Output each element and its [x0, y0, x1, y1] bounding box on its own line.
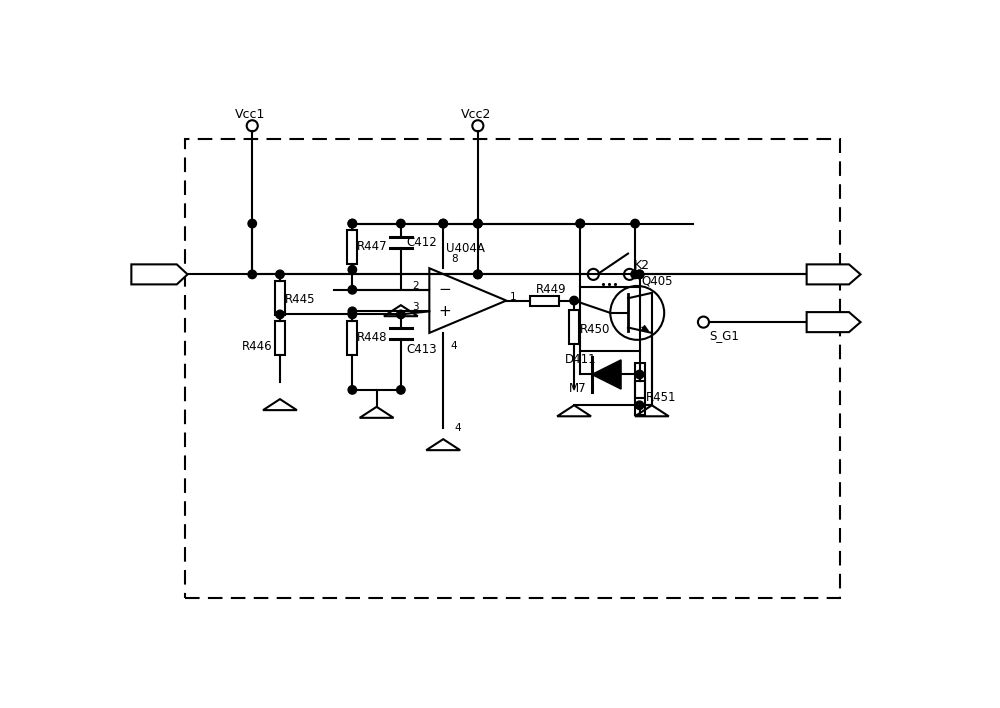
Circle shape [397, 310, 405, 319]
Text: Q405: Q405 [641, 274, 673, 287]
Bar [635, 381, 645, 416]
Circle shape [576, 219, 584, 228]
Text: R447: R447 [357, 240, 388, 253]
Bar [347, 321, 357, 355]
Bar [275, 280, 285, 315]
Bar [275, 321, 285, 355]
Circle shape [439, 219, 447, 228]
Text: K2: K2 [634, 258, 650, 272]
Text: R446: R446 [241, 341, 272, 353]
Circle shape [474, 270, 482, 279]
Circle shape [635, 370, 644, 379]
Circle shape [248, 219, 256, 228]
Text: M7: M7 [569, 382, 586, 395]
Bar [569, 310, 579, 345]
Text: +: + [439, 304, 451, 319]
Circle shape [635, 401, 644, 409]
Circle shape [276, 310, 284, 319]
Text: 4: 4 [454, 423, 461, 433]
Bar [635, 363, 645, 398]
Circle shape [348, 310, 357, 319]
Circle shape [348, 386, 357, 394]
Circle shape [631, 219, 639, 228]
Circle shape [474, 270, 482, 279]
Text: D411: D411 [565, 353, 596, 365]
Circle shape [474, 219, 482, 228]
Circle shape [397, 219, 405, 228]
Circle shape [276, 270, 284, 279]
Text: −: − [439, 282, 451, 297]
Circle shape [248, 270, 256, 279]
Bar [580, 287, 640, 351]
Circle shape [576, 219, 584, 228]
Text: R445: R445 [285, 292, 316, 306]
Circle shape [635, 270, 644, 279]
Text: R448: R448 [357, 331, 387, 344]
Text: Bat+: Bat+ [816, 268, 846, 281]
Circle shape [348, 219, 357, 228]
Circle shape [348, 219, 357, 228]
Text: Vo1: Vo1 [146, 268, 168, 281]
Text: 1: 1 [510, 292, 517, 302]
Text: 4: 4 [451, 341, 458, 351]
Text: C413: C413 [406, 343, 437, 355]
Text: R450: R450 [580, 323, 611, 336]
Text: 8: 8 [451, 254, 458, 264]
Circle shape [439, 219, 447, 228]
Polygon shape [592, 360, 621, 389]
Text: 3: 3 [412, 302, 419, 312]
Bar [530, 295, 559, 306]
Text: C412: C412 [406, 236, 437, 249]
Circle shape [348, 266, 357, 274]
Text: 2: 2 [412, 281, 419, 291]
Polygon shape [131, 264, 188, 285]
Circle shape [397, 386, 405, 394]
Circle shape [631, 270, 639, 279]
Text: Vcc2: Vcc2 [461, 108, 491, 122]
Circle shape [635, 270, 644, 279]
Text: R451: R451 [646, 392, 676, 404]
Polygon shape [807, 264, 861, 285]
Polygon shape [807, 312, 861, 332]
Circle shape [348, 307, 357, 316]
Text: Vcc1: Vcc1 [235, 108, 266, 122]
Circle shape [474, 219, 482, 228]
Text: S_G1: S_G1 [710, 329, 739, 343]
Circle shape [348, 285, 357, 294]
Bar [347, 229, 357, 264]
Text: U404A: U404A [446, 242, 485, 256]
Text: Bat-: Bat- [818, 316, 843, 329]
Circle shape [570, 297, 578, 305]
Text: R449: R449 [536, 283, 566, 296]
